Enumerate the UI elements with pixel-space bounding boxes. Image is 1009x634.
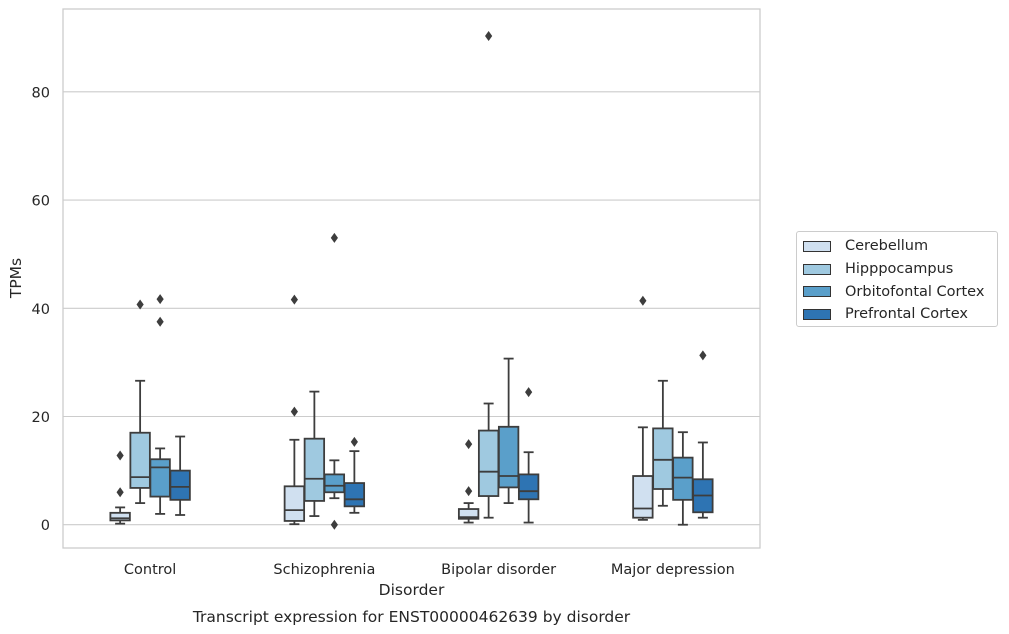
box-1-2	[323, 232, 346, 530]
y-tick-label: 60	[32, 194, 50, 210]
box-0-1	[129, 299, 151, 504]
legend-label: Hipppocampus	[845, 261, 954, 278]
legend-label: Cerebellum	[845, 238, 929, 255]
box-1-1	[303, 390, 326, 517]
outlier-point	[116, 487, 124, 498]
x-tick-label: Bipolar disorder	[441, 562, 556, 578]
outlier-point	[465, 439, 473, 450]
x-tick-labels: Control Schizophrenia Bipolar disorder Majo…	[124, 562, 735, 578]
box-3-1	[652, 379, 674, 507]
box-iqr	[497, 425, 520, 489]
y-tick-label: 40	[32, 302, 50, 318]
box-0-3	[169, 435, 191, 516]
legend-swatch	[803, 263, 831, 275]
x-tick-label: Major depression	[611, 562, 735, 578]
box-3-3	[692, 350, 714, 519]
legend-swatch	[803, 286, 831, 298]
box-iqr	[457, 508, 480, 520]
outlier-point	[639, 295, 647, 306]
box-2-0	[457, 439, 480, 524]
outlier-point	[465, 486, 473, 497]
legend-swatch	[803, 308, 831, 320]
outlier-point	[290, 294, 298, 305]
outlier-point	[699, 350, 707, 361]
box-groups	[109, 31, 714, 530]
box-iqr	[672, 456, 694, 501]
x-tick-label: Control	[124, 562, 176, 578]
y-tick-labels: 0 20 40 60 80	[32, 85, 50, 534]
box-iqr	[109, 511, 131, 522]
outlier-point	[156, 294, 164, 305]
box-1-3	[343, 436, 366, 514]
box-2-3	[517, 387, 540, 524]
box-2-2	[497, 357, 520, 504]
box-iqr	[169, 469, 191, 501]
box-3-0	[632, 295, 654, 521]
box-iqr	[652, 427, 674, 490]
outlier-point	[350, 436, 358, 447]
y-tick-label: 80	[32, 85, 50, 101]
box-iqr	[303, 437, 326, 502]
plot-area-frame	[62, 8, 761, 549]
legend-item: Cerebellum	[803, 235, 997, 258]
legend-label: Prefrontal Cortex	[845, 306, 968, 323]
x-axis-label: Disorder	[379, 581, 445, 599]
y-tick-label: 0	[41, 518, 50, 534]
chart-caption: Transcript expression for ENST0000046263…	[192, 608, 631, 626]
box-iqr	[477, 429, 500, 497]
outlier-point	[330, 519, 338, 530]
box-iqr	[632, 475, 654, 519]
box-iqr	[517, 473, 540, 501]
outlier-point	[116, 450, 124, 461]
box-iqr	[129, 431, 151, 489]
outlier-point	[485, 31, 493, 42]
legend: Cerebellum Hipppocampus Orbitofontal Corte…	[796, 231, 998, 327]
box-2-1	[477, 31, 500, 519]
legend-item: Prefrontal Cortex	[803, 303, 997, 326]
box-0-2	[149, 294, 171, 515]
y-axis-label: TPMs	[7, 258, 25, 299]
outlier-point	[290, 406, 298, 417]
grid-lines	[63, 91, 760, 526]
outlier-point	[330, 232, 338, 243]
box-3-2	[672, 431, 694, 526]
legend-label: Orbitofontal Cortex	[845, 283, 985, 300]
legend-item: Hipppocampus	[803, 258, 997, 281]
box-iqr	[343, 482, 366, 508]
outlier-point	[156, 316, 164, 327]
box-iqr	[149, 458, 171, 498]
box-0-0	[109, 450, 131, 525]
x-tick-label: Schizophrenia	[273, 562, 375, 578]
outlier-point	[136, 299, 144, 310]
box-1-0	[283, 294, 306, 526]
legend-swatch	[803, 240, 831, 252]
outlier-point	[525, 387, 533, 398]
box-iqr	[283, 485, 306, 522]
legend-item: Orbitofontal Cortex	[803, 280, 997, 303]
box-iqr	[323, 473, 346, 494]
y-tick-label: 20	[32, 410, 50, 426]
